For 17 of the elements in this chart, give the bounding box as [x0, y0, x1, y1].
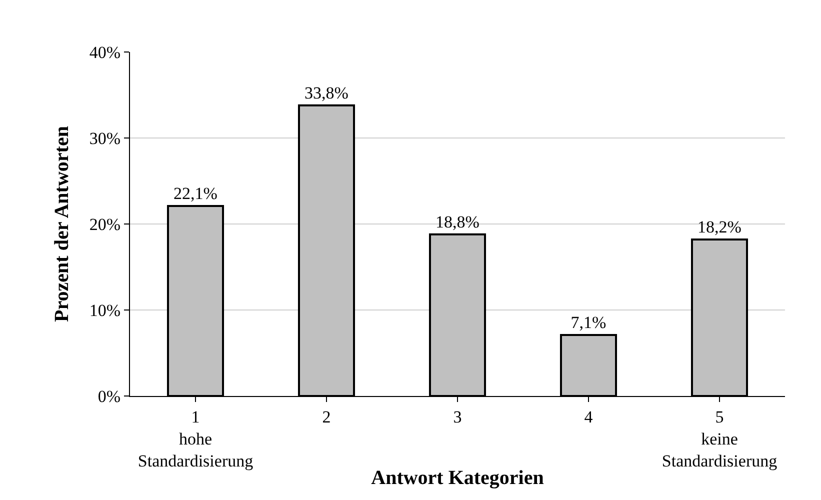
y-tick-label: 40% — [89, 42, 121, 62]
data-label: 18,2% — [698, 217, 742, 236]
y-tick-label: 20% — [89, 214, 121, 234]
y-tick-label: 10% — [89, 300, 121, 320]
x-tick-label: 5 keine Standardisierung — [662, 407, 778, 471]
x-tick-label: 3 — [453, 407, 462, 426]
x-tick-label: 2 — [322, 407, 331, 426]
x-tick-label: 1 hohe Standardisierung — [138, 407, 254, 471]
data-label: 33,8% — [304, 83, 348, 102]
x-axis-title: Antwort Kategorien — [371, 467, 544, 490]
y-tick-label: 30% — [89, 128, 121, 148]
data-label: 22,1% — [174, 184, 218, 203]
y-tick-label: 0% — [98, 386, 121, 406]
x-tick-label: 4 — [584, 407, 594, 426]
y-axis-title: Prozent der Antworten — [50, 126, 73, 322]
data-label: 7,1% — [570, 312, 606, 332]
data-label: 18,8% — [436, 212, 480, 232]
